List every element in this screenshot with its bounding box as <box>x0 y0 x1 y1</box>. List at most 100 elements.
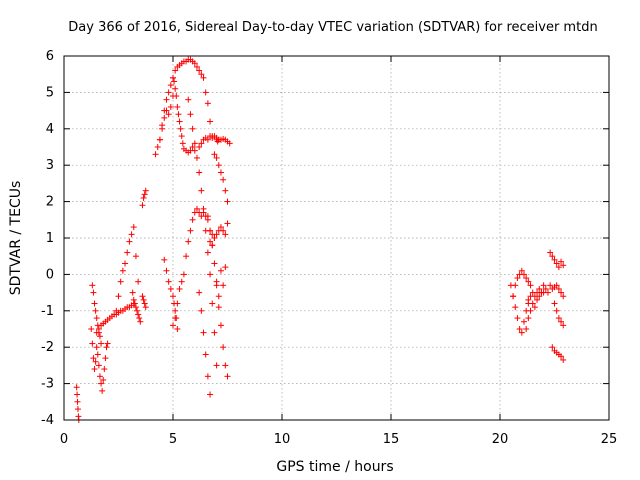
y-tick-label: 0 <box>46 267 54 282</box>
data-point <box>129 289 136 296</box>
data-point <box>130 224 137 231</box>
data-point <box>512 282 519 289</box>
data-point <box>170 293 176 300</box>
data-point <box>193 205 200 212</box>
data-point <box>518 267 525 274</box>
data-point <box>140 194 147 201</box>
data-point <box>170 322 176 329</box>
data-point <box>170 74 176 81</box>
data-point <box>222 264 229 271</box>
data-point <box>224 198 231 205</box>
data-point <box>204 136 211 143</box>
data-point <box>200 329 207 336</box>
data-point <box>536 285 543 292</box>
data-point <box>525 315 532 322</box>
data-point <box>215 162 222 169</box>
data-point <box>172 67 179 74</box>
data-point <box>93 315 100 322</box>
data-point <box>224 220 231 227</box>
data-point <box>140 296 147 303</box>
data-point <box>179 140 186 147</box>
data-point <box>553 282 560 289</box>
data-point <box>542 285 549 292</box>
data-point <box>171 300 178 307</box>
y-axis-label: SDTVAR / TECUs <box>8 181 24 296</box>
data-point <box>128 231 135 238</box>
x-tick-label: 5 <box>169 432 177 447</box>
data-point <box>183 253 190 260</box>
data-point <box>167 103 174 110</box>
data-point <box>516 326 523 332</box>
data-point <box>534 296 541 303</box>
data-point <box>99 387 106 394</box>
data-point <box>555 264 562 271</box>
data-point <box>189 125 196 132</box>
data-point <box>191 60 198 67</box>
data-point <box>94 351 101 358</box>
series-seg-g <box>139 187 149 209</box>
data-point <box>520 318 527 325</box>
data-point <box>174 326 181 332</box>
series-seg-b <box>88 326 111 394</box>
data-point <box>74 398 81 405</box>
data-point <box>95 326 102 332</box>
series-seg-l <box>185 96 220 369</box>
data-point <box>558 353 565 360</box>
data-point <box>514 275 521 282</box>
data-point <box>135 278 142 285</box>
data-point <box>520 271 527 278</box>
data-point <box>136 315 143 322</box>
data-point <box>165 278 172 285</box>
data-point <box>211 260 218 267</box>
data-point <box>558 318 565 325</box>
data-point <box>91 366 98 373</box>
data-point <box>189 216 196 223</box>
data-point <box>180 271 187 278</box>
data-point <box>122 260 129 267</box>
data-point <box>510 293 517 300</box>
y-tick-label: 2 <box>46 195 54 210</box>
data-point <box>217 169 224 176</box>
series-seg-y <box>523 289 547 332</box>
data-point <box>217 224 224 231</box>
data-point <box>163 96 170 103</box>
data-point <box>220 282 227 289</box>
data-point <box>215 304 222 311</box>
series-seg-s <box>204 213 229 300</box>
data-point <box>560 262 567 269</box>
data-point <box>187 227 194 234</box>
data-point <box>98 380 105 387</box>
data-point <box>171 78 178 85</box>
series-seg-q <box>161 256 181 332</box>
data-point <box>152 151 159 158</box>
data-point <box>211 235 218 241</box>
data-point <box>142 304 149 311</box>
data-point <box>220 344 227 351</box>
series-seg-c <box>89 282 105 347</box>
data-point <box>74 391 81 398</box>
data-point <box>553 260 560 267</box>
y-tick-label: -4 <box>41 413 54 428</box>
data-point <box>91 300 98 307</box>
series-seg-n <box>213 134 233 147</box>
x-tick-label: 0 <box>60 432 68 447</box>
data-point <box>173 93 180 100</box>
data-point <box>204 249 211 256</box>
data-point <box>560 293 567 300</box>
data-point <box>165 89 172 96</box>
data-point <box>207 227 214 234</box>
data-point <box>126 238 133 245</box>
data-point <box>224 373 231 380</box>
data-point <box>213 154 220 161</box>
data-point <box>131 300 138 307</box>
series-seg-k <box>170 74 198 156</box>
data-point <box>89 340 96 347</box>
data-point <box>177 125 184 132</box>
data-point <box>198 140 205 147</box>
series-seg-h <box>139 293 149 311</box>
grid-lines <box>64 56 609 420</box>
data-point <box>96 373 103 380</box>
series-seg-p <box>170 205 218 329</box>
data-point <box>213 362 220 369</box>
